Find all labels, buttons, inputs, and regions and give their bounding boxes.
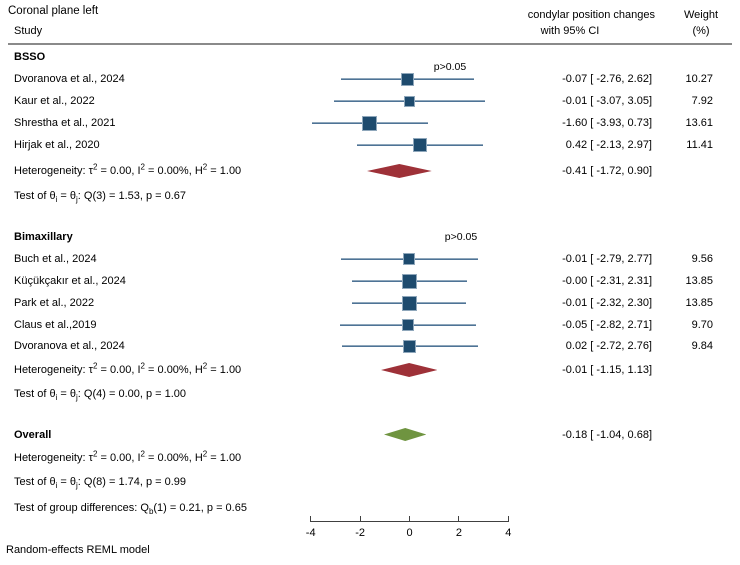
effect-marker <box>362 115 378 131</box>
column-header-weight-line2: (%) <box>692 25 710 37</box>
x-axis-tick-label: 2 <box>455 527 462 539</box>
group-header: BSSO <box>14 51 46 63</box>
heterogeneity-stats: Heterogeneity: τ2 = 0.00, I2 = 0.00%, H2… <box>14 449 242 464</box>
effect-marker <box>402 318 415 331</box>
effect-marker <box>403 339 417 353</box>
homogeneity-test: Test of θi = θj: Q(4) = 0.00, p = 1.00 <box>14 388 187 403</box>
heterogeneity-stats: Heterogeneity: τ2 = 0.00, I2 = 0.00%, H2… <box>14 361 242 376</box>
study-label: Buch et al., 2024 <box>14 253 97 265</box>
weight-value: 9.70 <box>691 318 713 331</box>
effect-value: -0.07 [ -2.76, 2.62] <box>562 73 652 85</box>
effect-marker <box>401 295 417 311</box>
column-header-effect-line2: with 95% CI <box>540 25 600 37</box>
group-header: Bimaxillary <box>14 231 73 243</box>
study-label: Kaur et al., 2022 <box>14 95 95 107</box>
weight-value: 7.92 <box>691 95 713 107</box>
effect-value: 0.02 [ -2.72, 2.76] <box>565 340 652 352</box>
x-axis-tick <box>310 515 312 521</box>
effect-marker <box>403 95 415 107</box>
effect-value: -0.01 [ -3.07, 3.05] <box>562 95 652 107</box>
weight-value: 11.41 <box>686 139 713 151</box>
x-axis-tick <box>458 515 460 521</box>
x-axis-tick-label: 4 <box>505 527 512 539</box>
header-rule <box>8 43 732 45</box>
x-axis-tick <box>507 515 509 521</box>
effect-value: -0.01 [ -2.79, 2.77] <box>562 253 652 265</box>
effect-value: -1.60 [ -3.93, 0.73] <box>562 117 652 129</box>
study-label: Dvoranova et al., 2024 <box>14 340 125 352</box>
effect-value: -0.05 [ -2.82, 2.71] <box>562 318 652 331</box>
study-label: Park et al., 2022 <box>14 297 95 309</box>
subgroup-diamond-shape <box>367 164 432 178</box>
study-label: Dvoranova et al., 2024 <box>14 73 125 85</box>
heterogeneity-stats: Heterogeneity: τ2 = 0.00, I2 = 0.00%, H2… <box>14 162 242 177</box>
effect-value: -0.01 [ -1.15, 1.13] <box>562 364 652 376</box>
study-label: Hirjak et al., 2020 <box>14 139 100 151</box>
x-axis-line <box>310 520 509 522</box>
column-header-study: Study <box>14 25 43 37</box>
homogeneity-test: Test of θi = θj: Q(3) = 1.53, p = 0.67 <box>14 190 187 205</box>
effect-value: -0.41 [ -1.72, 0.90] <box>562 165 652 177</box>
weight-value: 13.85 <box>685 275 713 287</box>
weight-value: 13.85 <box>685 297 713 309</box>
subgroup-diamond-shape <box>381 363 438 377</box>
effect-value: -0.18 [ -1.04, 0.68] <box>562 428 652 441</box>
x-axis-tick <box>359 515 361 521</box>
overall-diamond-shape <box>383 428 427 441</box>
study-label: Shrestha et al., 2021 <box>14 117 116 129</box>
plot-title: Coronal plane left <box>8 5 99 17</box>
subgroup-diamond <box>381 363 438 377</box>
model-note: Random-effects REML model <box>6 544 150 556</box>
homogeneity-test: Test of θi = θj: Q(8) = 1.74, p = 0.99 <box>14 476 187 491</box>
effect-marker <box>401 72 415 86</box>
weight-value: 9.56 <box>691 253 713 265</box>
p-value-annotation: p>0.05 <box>444 231 478 243</box>
effect-marker <box>403 253 416 265</box>
effect-value: 0.42 [ -2.13, 2.97] <box>565 139 652 151</box>
weight-value: 9.84 <box>691 340 713 352</box>
study-label: Claus et al.,2019 <box>14 318 97 331</box>
column-header-effect-line1: condylar position changes <box>527 9 655 21</box>
effect-value: -0.01 [ -2.32, 2.30] <box>562 297 652 309</box>
study-label: Küçükçakır et al., 2024 <box>14 275 126 287</box>
weight-value: 13.61 <box>685 117 713 129</box>
x-axis-tick <box>409 515 410 521</box>
effect-marker <box>402 273 417 289</box>
subgroup-diamond <box>367 164 432 178</box>
x-axis-tick-label: -4 <box>305 527 316 539</box>
column-header-weight-line1: Weight <box>683 9 719 21</box>
p-value-annotation: p>0.05 <box>433 61 467 73</box>
group-difference-test: Test of group differences: Qb(1) = 0.21,… <box>14 502 247 517</box>
effect-value: -0.00 [ -2.31, 2.31] <box>562 275 652 287</box>
weight-value: 10.27 <box>685 73 713 85</box>
overall-diamond <box>383 428 427 441</box>
x-axis-tick-label: 0 <box>406 527 413 539</box>
overall-header: Overall <box>14 428 52 441</box>
x-axis-tick-label: -2 <box>355 527 365 539</box>
effect-marker <box>412 138 427 152</box>
